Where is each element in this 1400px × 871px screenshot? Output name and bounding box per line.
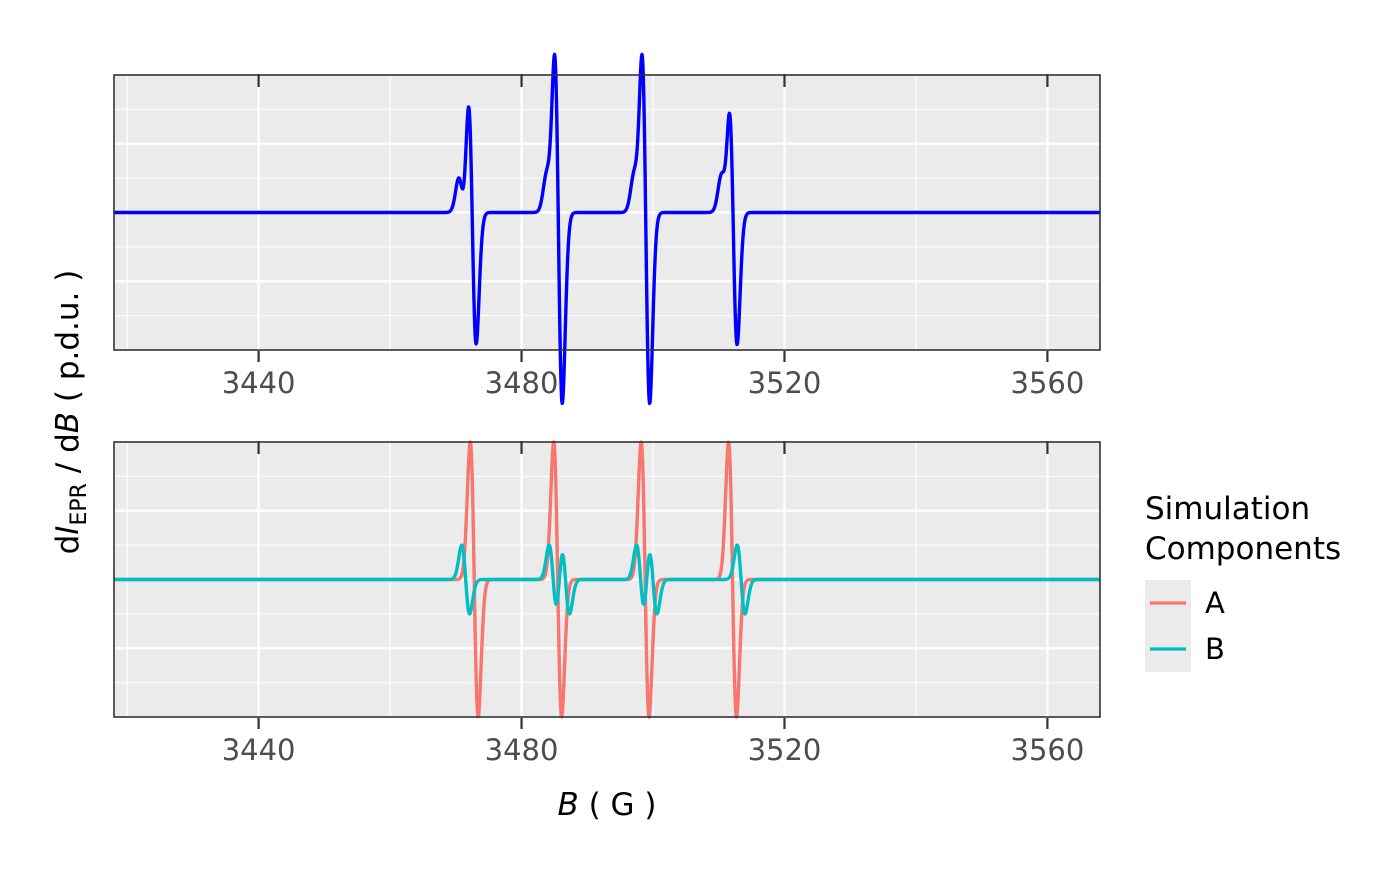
panel-bottom: 3440 3480 3520 3560	[112, 440, 1102, 767]
legend-title-line1: Simulation	[1145, 491, 1310, 527]
x-tick-label: 3560	[1011, 733, 1085, 767]
bottom-panel-border	[113, 441, 1101, 718]
legend-title-line2: Components	[1145, 531, 1341, 567]
panel-top: 3440 3480 3520 3560	[112, 52, 1102, 406]
top-series-line	[112, 52, 1102, 406]
series-line-b	[112, 543, 1102, 616]
x-tick-label: 3520	[748, 366, 822, 400]
top-panel-border	[113, 74, 1101, 351]
top-grid	[114, 75, 1100, 350]
y-title-mid: / d	[50, 433, 86, 483]
y-title-subscript: EPR	[67, 483, 92, 525]
legend-label-b: B	[1205, 632, 1225, 666]
top-x-ticks: 3440 3480 3520 3560	[222, 74, 1085, 400]
x-title-b: B	[557, 787, 578, 823]
legend: Simulation Components A B	[1145, 491, 1341, 672]
y-axis-title: dIEPR / dB ( p.d.u. )	[50, 270, 92, 555]
x-tick-label: 3520	[748, 733, 822, 767]
y-title-unit: ( p.d.u. )	[50, 270, 86, 412]
x-tick-label: 3480	[485, 366, 559, 400]
x-title-unit: ( G )	[579, 787, 657, 823]
bottom-x-ticks: 3440 3480 3520 3560	[222, 441, 1085, 767]
x-tick-label: 3560	[1011, 366, 1085, 400]
x-tick-label: 3440	[222, 366, 296, 400]
x-axis-title: B ( G )	[557, 787, 656, 823]
y-title-d: d	[50, 535, 86, 555]
x-tick-label: 3440	[222, 733, 296, 767]
x-tick-label: 3480	[485, 733, 559, 767]
bottom-series-lines	[112, 440, 1102, 719]
legend-label-a: A	[1205, 586, 1225, 620]
y-title-b: B	[50, 412, 86, 433]
y-title-i: I	[50, 526, 86, 535]
